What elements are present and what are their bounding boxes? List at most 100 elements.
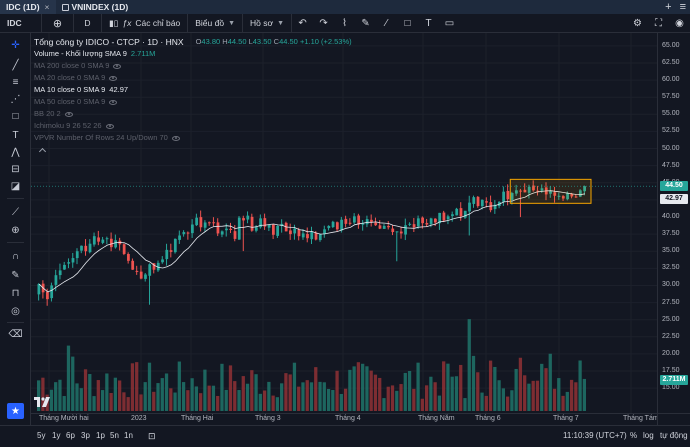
candle-body — [297, 229, 301, 237]
hidden-eye-icon[interactable] — [105, 123, 114, 129]
ruler-icon[interactable]: ⟋ — [12, 206, 19, 218]
volume-bar — [49, 389, 54, 411]
undo-icon[interactable]: ↶ — [298, 17, 307, 29]
zoom-in-icon[interactable]: ⊕ — [11, 224, 20, 236]
candle-body — [186, 232, 190, 234]
brush-icon[interactable]: ⌇ — [342, 17, 347, 29]
pencil-icon[interactable]: ✎ — [361, 17, 370, 29]
compare-button[interactable]: ⊕ — [42, 13, 74, 33]
price-chart[interactable] — [31, 33, 657, 413]
crosshair-icon[interactable]: ✛ — [11, 39, 20, 51]
hidden-eye-icon[interactable] — [113, 63, 122, 69]
chart-pane[interactable] — [31, 33, 657, 413]
text-tool-icon[interactable]: T — [425, 17, 432, 29]
redo-icon[interactable]: ↷ — [319, 17, 328, 29]
close-icon[interactable]: × — [44, 2, 50, 12]
volume-bar — [523, 375, 527, 411]
interval-button[interactable]: D — [74, 13, 102, 33]
rectangle-icon[interactable]: □ — [404, 17, 411, 29]
range-5y-button[interactable]: 5y — [37, 431, 46, 440]
volume-bar — [569, 379, 574, 411]
volume-bar — [105, 373, 109, 411]
magnet-icon[interactable]: ∩ — [11, 250, 20, 262]
eye-icon[interactable]: ◎ — [11, 305, 20, 317]
tab-idc[interactable]: IDC (1D) × — [0, 0, 56, 14]
range-3m-button[interactable]: 3p — [81, 431, 90, 440]
range-1y-button[interactable]: 1y — [52, 431, 61, 440]
candle-body — [395, 231, 399, 233]
symbol-search-button[interactable]: IDC — [0, 13, 42, 33]
volume-bar — [561, 395, 565, 411]
price-tick-label: 52.50 — [662, 127, 680, 135]
hidden-eye-icon[interactable] — [109, 75, 118, 81]
favorites-star-icon[interactable]: ★ — [7, 403, 24, 419]
indicator-row-bb[interactable]: BB 20 2 — [34, 108, 352, 120]
settings-icon[interactable]: ⚙ — [633, 18, 642, 29]
xabcd-pattern-icon[interactable]: ⋀ — [11, 146, 20, 158]
fib-tool-icon[interactable]: ≡ — [12, 76, 19, 88]
chart-type-button[interactable]: Biểu đồ ▼ — [188, 13, 244, 33]
candle-body — [574, 196, 578, 198]
volume-bar — [220, 363, 224, 411]
candle-body — [523, 189, 527, 193]
volume-bar — [382, 398, 386, 411]
tab-vnindex[interactable]: VNINDEX (1D) — [56, 0, 135, 14]
shape-tool-icon[interactable]: □ — [12, 110, 19, 122]
prediction-tool-icon[interactable]: ⊟ — [11, 163, 20, 175]
indicator-row-ichimoku[interactable]: Ichimoku 9 26 52 26 — [34, 120, 352, 132]
candle-body — [165, 249, 169, 260]
candle-body — [122, 244, 126, 254]
pattern-tool-icon[interactable]: ⋰ — [10, 93, 21, 105]
candles-icon: ▮▯ — [109, 17, 119, 28]
drawing-mode-icon[interactable]: ✎ — [11, 269, 20, 281]
volume-bar — [309, 382, 314, 411]
percent-scale-toggle[interactable]: % — [630, 431, 638, 440]
collapse-legend-icon[interactable] — [38, 147, 47, 156]
candle-body — [378, 225, 382, 229]
price-scale[interactable]: 65.00 62.50 60.00 57.50 55.00 52.50 50.00 47.50… — [657, 33, 690, 413]
time-axis-label: Tháng 4 — [335, 415, 361, 422]
fullscreen-icon[interactable]: ⛶ — [655, 18, 662, 29]
candle-body — [472, 197, 476, 204]
time-axis-label: 2023 — [131, 415, 147, 422]
volume-bar — [437, 395, 442, 411]
range-1m-button[interactable]: 1p — [96, 431, 105, 440]
volume-bar — [352, 366, 356, 411]
trash-icon[interactable]: ⌫ — [8, 328, 23, 340]
hidden-eye-icon[interactable] — [109, 99, 118, 105]
camera-icon[interactable]: ◉ — [675, 18, 684, 29]
clock-timezone[interactable]: 11:10:39 (UTC+7) — [563, 431, 627, 440]
candle-body — [331, 221, 335, 228]
indicator-row-ma50[interactable]: MA 50 close 0 SMA 9 — [34, 96, 352, 108]
layout-button[interactable]: Hồ sơ ▼ — [243, 13, 293, 33]
log-scale-toggle[interactable]: log — [643, 431, 654, 440]
text-annotation-icon[interactable]: T — [12, 129, 19, 141]
time-axis-label: Tháng Mười hai — [39, 415, 89, 422]
lock-icon[interactable]: ⊓ — [11, 287, 20, 299]
hidden-eye-icon[interactable] — [64, 111, 73, 117]
auto-scale-toggle[interactable]: tự động — [660, 431, 688, 440]
comment-icon[interactable]: ▭ — [444, 17, 455, 29]
add-tab-icon[interactable]: + — [665, 1, 672, 13]
range-6m-button[interactable]: 6p — [66, 431, 75, 440]
icon-tool-icon[interactable]: ◪ — [10, 180, 21, 192]
indicator-row-vpvr[interactable]: VPVR Number Of Rows 24 Up/Down 70 — [34, 132, 352, 144]
goto-date-icon[interactable]: ⊡ — [148, 431, 156, 441]
time-axis[interactable]: Tháng Mười hai 2023 Tháng Hai Tháng 3 Tháng … — [31, 413, 659, 425]
candle-body — [259, 218, 262, 228]
indicator-row-ma200[interactable]: MA 200 close 0 SMA 9 — [34, 60, 352, 72]
sidebar-divider — [7, 322, 24, 323]
indicator-row-ma10[interactable]: MA 10 close 0 SMA 9 42.97 — [34, 84, 352, 96]
symbol-label: IDC — [7, 18, 22, 28]
trend-line-icon[interactable]: ⁄ — [385, 17, 388, 29]
indicator-row-ma20[interactable]: MA 20 close 0 SMA 9 — [34, 72, 352, 84]
hidden-eye-icon[interactable] — [171, 135, 180, 141]
candle-body — [344, 218, 348, 224]
range-5d-button[interactable]: 5n — [110, 431, 119, 440]
range-1d-button[interactable]: 1n — [124, 431, 133, 440]
chart-legend: Tổng công ty IDICO - CTCP · 1D · HNX O43… — [34, 36, 352, 156]
volume-bar — [58, 379, 62, 411]
trend-line-tool-icon[interactable]: ╱ — [12, 59, 19, 71]
indicators-button[interactable]: ▮▯ ƒx Các chỉ báo — [102, 13, 189, 33]
menu-icon[interactable]: ≡ — [679, 1, 686, 13]
